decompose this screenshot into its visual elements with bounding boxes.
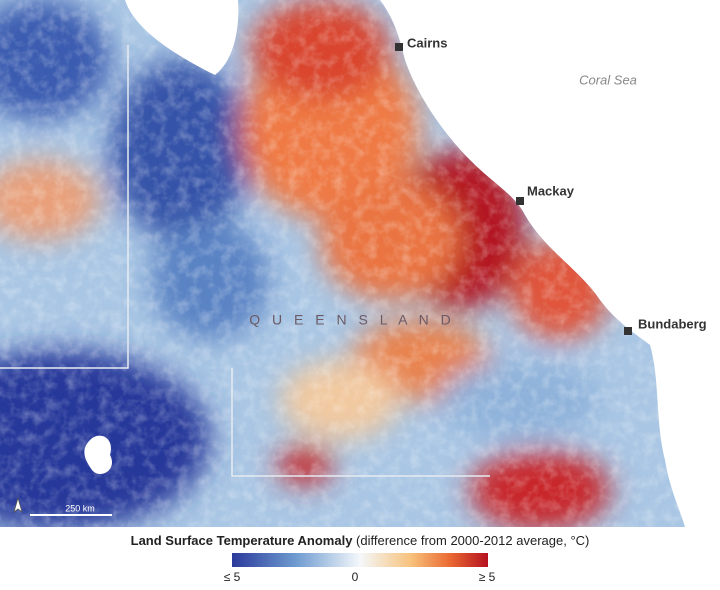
state-borders	[0, 45, 490, 477]
city-label: Cairns	[407, 35, 447, 50]
scale-label: 250 km	[65, 503, 95, 513]
region-label: Q U E E N S L A N D	[249, 312, 454, 328]
legend: Land Surface Temperature Anomaly (differ…	[131, 533, 590, 584]
city-label: Bundaberg	[638, 316, 707, 331]
scale-bar: 250 km	[13, 496, 112, 516]
cairns-marker	[395, 43, 403, 51]
place-markers	[395, 43, 632, 335]
legend-title: Land Surface Temperature Anomaly (differ…	[131, 533, 590, 548]
legend-subtitle: (difference from 2000-2012 average, °C)	[356, 533, 589, 548]
bundaberg-marker	[624, 327, 632, 335]
water-label: Coral Sea	[579, 72, 637, 87]
colorbar	[232, 553, 488, 567]
legend-title-main: Land Surface Temperature Anomaly	[131, 533, 354, 548]
colorbar-tick: ≤ 5	[224, 570, 241, 584]
colorbar-tick: 0	[352, 570, 359, 584]
mackay-marker	[516, 197, 524, 205]
city-label: Mackay	[527, 183, 575, 198]
colorbar-tick: ≥ 5	[479, 570, 496, 584]
north-arrow	[13, 496, 23, 514]
